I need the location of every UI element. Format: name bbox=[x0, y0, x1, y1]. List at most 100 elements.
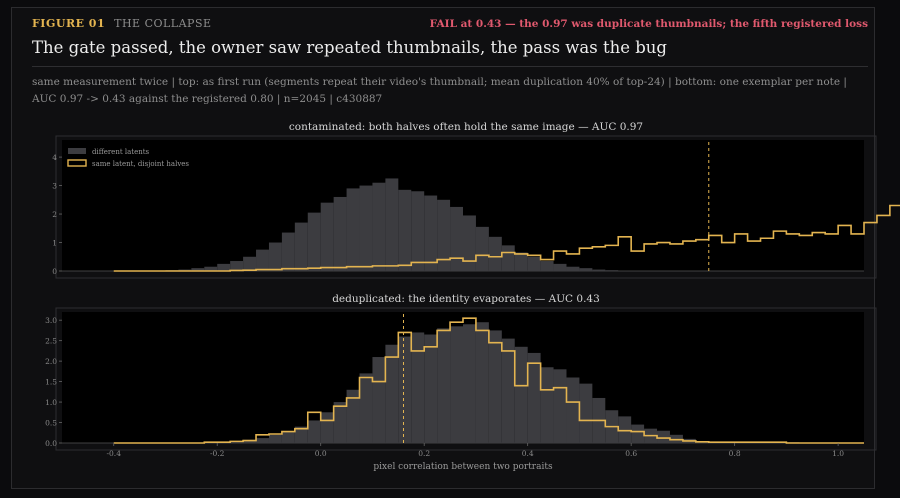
legend-label-same: same latent, disjoint halves bbox=[92, 160, 189, 168]
bar-different-latents bbox=[579, 383, 593, 443]
bar-different-latents bbox=[256, 438, 269, 443]
y-tick-label: 1.5 bbox=[45, 378, 57, 387]
bar-different-latents bbox=[268, 242, 282, 271]
bar-different-latents bbox=[463, 324, 476, 443]
bar-different-latents bbox=[450, 206, 463, 271]
bar-different-latents bbox=[398, 189, 412, 271]
header-divider bbox=[32, 66, 868, 67]
bar-different-latents bbox=[605, 270, 619, 271]
bar-different-latents bbox=[346, 389, 360, 443]
bar-different-latents bbox=[475, 322, 489, 443]
y-tick-label: 1 bbox=[52, 239, 57, 248]
x-axis-title: pixel correlation between two portraits bbox=[373, 462, 553, 472]
y-tick-label: 4 bbox=[52, 153, 57, 162]
figure-label: FIGURE 01 bbox=[32, 17, 106, 30]
x-tick-label: 0.4 bbox=[522, 449, 534, 458]
bar-different-latents bbox=[553, 263, 567, 271]
x-tick-label: 0.8 bbox=[729, 449, 741, 458]
bar-different-latents bbox=[566, 266, 580, 271]
bar-different-latents bbox=[307, 212, 321, 271]
y-tick-label: 3.0 bbox=[45, 316, 57, 325]
legend-label-different: different latents bbox=[92, 148, 150, 156]
bar-different-latents bbox=[566, 377, 580, 443]
bar-different-latents bbox=[514, 346, 528, 443]
bar-different-latents bbox=[294, 222, 308, 271]
bar-different-latents bbox=[204, 266, 218, 271]
bar-different-latents bbox=[463, 215, 476, 271]
bar-different-latents bbox=[669, 434, 683, 443]
panel-frame-1 bbox=[55, 135, 877, 279]
bar-different-latents bbox=[385, 178, 399, 271]
bar-different-latents bbox=[540, 261, 554, 271]
bar-different-latents bbox=[527, 256, 541, 271]
bar-different-latents bbox=[294, 426, 308, 443]
bar-different-latents bbox=[243, 256, 257, 271]
bar-different-latents bbox=[307, 420, 321, 443]
bar-different-latents bbox=[411, 332, 425, 443]
y-tick-label: 2.0 bbox=[45, 357, 57, 366]
x-tick-label: 0.6 bbox=[625, 449, 637, 458]
bar-different-latents bbox=[488, 236, 502, 271]
bar-different-latents bbox=[372, 357, 386, 443]
bar-different-latents bbox=[501, 338, 515, 443]
bar-different-latents bbox=[359, 185, 373, 271]
y-tick-label: 0 bbox=[52, 267, 57, 276]
bar-different-latents bbox=[527, 352, 541, 443]
panel-title-1: contaminated: both halves often hold the… bbox=[289, 121, 643, 133]
bar-different-latents bbox=[243, 439, 257, 443]
bar-different-latents bbox=[514, 252, 528, 271]
y-tick-label: 0.5 bbox=[45, 419, 57, 428]
bar-different-latents bbox=[281, 232, 295, 271]
x-tick-label: 0.2 bbox=[418, 449, 430, 458]
bar-different-latents bbox=[320, 202, 334, 271]
y-tick-label: 2.5 bbox=[45, 337, 57, 346]
bar-different-latents bbox=[372, 182, 386, 271]
bar-different-latents bbox=[191, 268, 205, 271]
bar-different-latents bbox=[631, 424, 645, 443]
verdict-text: FAIL at 0.43 — the 0.97 was duplicate th… bbox=[429, 18, 868, 30]
bar-different-latents bbox=[424, 334, 438, 443]
figure-header: FIGURE 01 THE COLLAPSE bbox=[32, 17, 212, 30]
legend-swatch-different bbox=[68, 148, 86, 154]
bar-different-latents bbox=[268, 434, 282, 443]
bar-different-latents bbox=[359, 373, 373, 443]
panel-title-2: deduplicated: the identity evaporates — … bbox=[332, 293, 600, 305]
y-tick-label: 3 bbox=[52, 182, 57, 191]
bar-different-latents bbox=[217, 263, 231, 271]
bar-different-latents bbox=[437, 199, 451, 271]
headline: The gate passed, the owner saw repeated … bbox=[32, 38, 667, 57]
bar-different-latents bbox=[256, 249, 269, 271]
x-tick-label: -0.2 bbox=[210, 449, 225, 458]
x-tick-label: 0.0 bbox=[315, 449, 327, 458]
bar-different-latents bbox=[450, 326, 463, 443]
bar-different-latents bbox=[424, 195, 438, 271]
bar-different-latents bbox=[411, 191, 425, 271]
bar-different-latents bbox=[437, 328, 451, 443]
bar-different-latents bbox=[346, 188, 360, 271]
step-line-same-latent bbox=[113, 204, 900, 272]
panel-frame-2 bbox=[55, 307, 877, 451]
bar-different-latents bbox=[385, 344, 399, 443]
bar-different-latents bbox=[320, 412, 334, 443]
step-line-same-latent bbox=[113, 317, 864, 444]
bar-different-latents bbox=[579, 268, 593, 271]
bar-different-latents bbox=[618, 416, 632, 443]
bar-different-latents bbox=[230, 261, 244, 271]
bar-different-latents bbox=[540, 367, 554, 443]
bar-different-latents bbox=[501, 245, 515, 271]
y-tick-label: 0.0 bbox=[45, 439, 57, 448]
bar-different-latents bbox=[553, 369, 567, 443]
x-tick-label: 1.0 bbox=[832, 449, 844, 458]
figure-title: THE COLLAPSE bbox=[114, 17, 212, 30]
bar-different-latents bbox=[657, 430, 670, 443]
caption: same measurement twice | top: as first r… bbox=[32, 76, 847, 105]
y-tick-label: 2 bbox=[52, 210, 57, 219]
bar-different-latents bbox=[488, 330, 502, 443]
bar-different-latents bbox=[281, 431, 295, 443]
bar-different-latents bbox=[398, 336, 412, 443]
y-tick-label: 1.0 bbox=[45, 398, 57, 407]
bar-different-latents bbox=[333, 402, 347, 443]
bar-different-latents bbox=[592, 269, 606, 271]
bar-different-latents bbox=[333, 196, 347, 271]
